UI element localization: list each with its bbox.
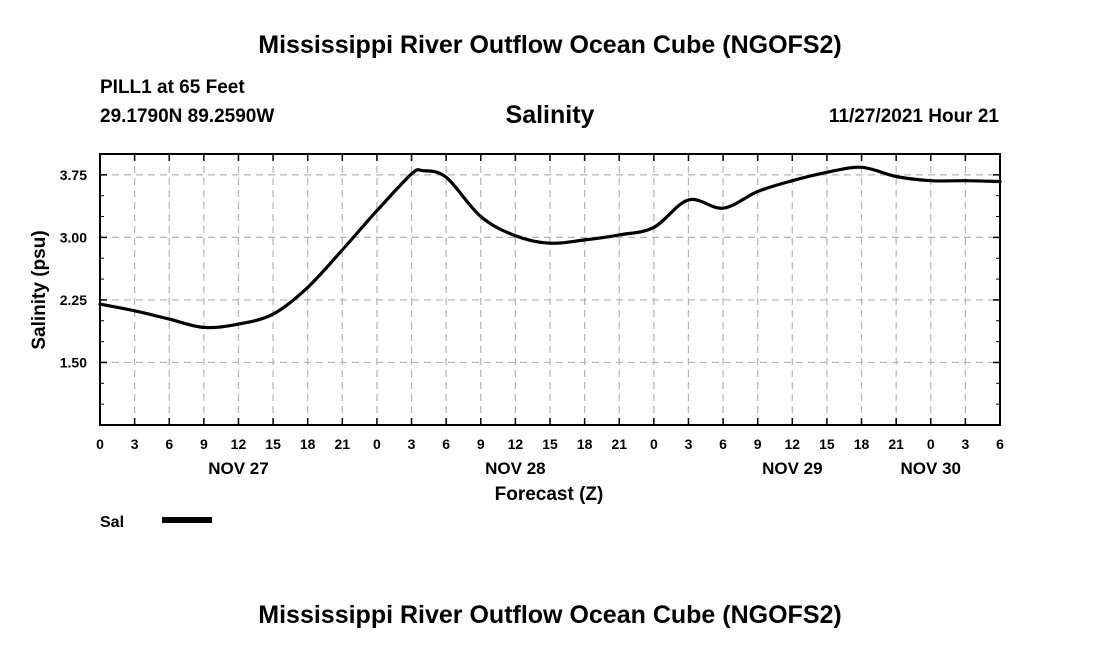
x-tick-label: 21 bbox=[888, 436, 904, 452]
y-tick-label: 3.75 bbox=[60, 167, 87, 183]
x-tick-label: 0 bbox=[373, 436, 381, 452]
grid-lines bbox=[100, 154, 1000, 425]
x-tick-label: 6 bbox=[719, 436, 727, 452]
x-tick-label: 12 bbox=[785, 436, 801, 452]
x-tick-label: 0 bbox=[927, 436, 935, 452]
y-tick-labels: 1.50 2.25 3.00 3.75 bbox=[60, 167, 87, 371]
date-label: NOV 27 bbox=[208, 459, 268, 478]
x-tick-label: 12 bbox=[508, 436, 524, 452]
x-tick-label: 18 bbox=[300, 436, 316, 452]
y-tick-label: 1.50 bbox=[60, 354, 87, 370]
date-label: NOV 30 bbox=[901, 459, 961, 478]
x-tick-label: 0 bbox=[96, 436, 104, 452]
x-tick-label: 3 bbox=[961, 436, 969, 452]
y-tick-label: 3.00 bbox=[60, 229, 87, 245]
x-tick-label: 18 bbox=[854, 436, 870, 452]
station-label: PILL1 at 65 Feet bbox=[100, 77, 245, 98]
forecast-datetime: 11/27/2021 Hour 21 bbox=[828, 106, 999, 127]
x-tick-label: 21 bbox=[335, 436, 351, 452]
chart-title: Salinity bbox=[505, 101, 595, 129]
y-axis-label: Salinity (psu) bbox=[29, 230, 50, 349]
date-label: NOV 28 bbox=[485, 459, 545, 478]
footer-title: Mississippi River Outflow Ocean Cube (NG… bbox=[258, 601, 842, 629]
x-tick-label: 12 bbox=[231, 436, 247, 452]
x-tick-label: 3 bbox=[408, 436, 416, 452]
plot-frame bbox=[99, 153, 1001, 426]
x-tick-label: 3 bbox=[131, 436, 139, 452]
date-label: NOV 29 bbox=[762, 459, 822, 478]
x-tick-label: 15 bbox=[265, 436, 281, 452]
chart-main-title: Mississippi River Outflow Ocean Cube (NG… bbox=[258, 31, 842, 59]
y-tick-label: 2.25 bbox=[60, 292, 87, 308]
x-tick-label: 15 bbox=[819, 436, 835, 452]
station-coordinates: 29.1790N 89.2590W bbox=[100, 106, 275, 127]
x-axis-label: Forecast (Z) bbox=[495, 484, 604, 505]
x-tick-label: 21 bbox=[611, 436, 627, 452]
x-tick-label: 3 bbox=[685, 436, 693, 452]
x-tick-labels: 0 3 6 9 12 15 18 21 0 3 6 9 12 15 18 21 0 3 6 9 12 15 18 21 0 3 6 bbox=[96, 436, 1004, 452]
x-tick-label: 0 bbox=[650, 436, 658, 452]
x-tick-label: 6 bbox=[442, 436, 450, 452]
x-tick-label: 9 bbox=[754, 436, 762, 452]
x-tick-label: 9 bbox=[200, 436, 208, 452]
legend-label-sal: Sal bbox=[100, 514, 124, 531]
x-tick-label: 15 bbox=[542, 436, 558, 452]
series-line-sal bbox=[98, 165, 1002, 330]
x-tick-label: 6 bbox=[996, 436, 1004, 452]
date-labels: NOV 27 NOV 28 NOV 29 NOV 30 bbox=[208, 459, 961, 478]
x-tick-label: 6 bbox=[165, 436, 173, 452]
x-tick-label: 9 bbox=[477, 436, 485, 452]
x-tick-label: 18 bbox=[577, 436, 593, 452]
